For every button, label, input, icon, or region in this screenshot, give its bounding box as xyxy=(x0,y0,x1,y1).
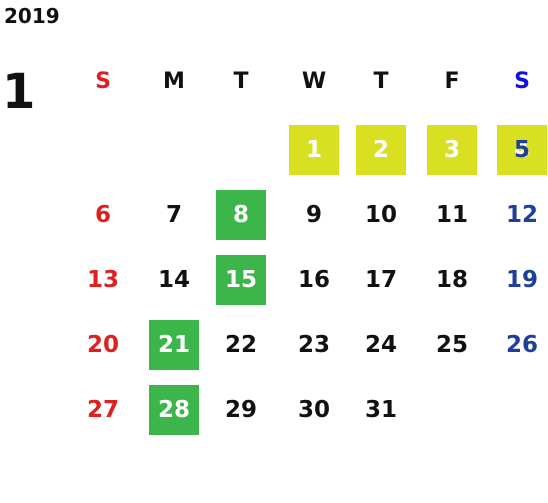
day: 3 xyxy=(427,125,477,175)
day: 18 xyxy=(435,267,468,293)
day: 1 xyxy=(289,125,339,175)
day: 11 xyxy=(435,202,468,228)
weekday: T xyxy=(373,69,389,94)
weekday: T xyxy=(233,69,249,94)
day: 16 xyxy=(297,267,330,293)
day: 22 xyxy=(224,332,257,358)
day: 5 xyxy=(513,137,530,163)
day: 31 xyxy=(364,397,397,423)
day: 14 xyxy=(157,267,190,293)
day: 30 xyxy=(297,397,330,423)
day: 7 xyxy=(165,202,182,228)
year: 2019 xyxy=(4,4,60,28)
day: 17 xyxy=(364,267,397,293)
day: 19 xyxy=(505,267,538,293)
day: 8 xyxy=(216,190,266,240)
day: 9 xyxy=(305,202,322,228)
day: 21 xyxy=(149,320,199,370)
weekday: S xyxy=(95,69,111,94)
weekday: S xyxy=(514,69,530,94)
month: 1 xyxy=(2,64,36,120)
day: 2 xyxy=(356,125,406,175)
day: 24 xyxy=(364,332,397,358)
weekday: F xyxy=(444,69,460,94)
day: 10 xyxy=(364,202,397,228)
day: 26 xyxy=(505,332,538,358)
day: 28 xyxy=(149,385,199,435)
day: 6 xyxy=(94,202,111,228)
day: 23 xyxy=(297,332,330,358)
weekday: M xyxy=(163,69,185,94)
day: 4 xyxy=(497,125,547,175)
day: 25 xyxy=(435,332,468,358)
day: 29 xyxy=(224,397,257,423)
day: 15 xyxy=(216,255,266,305)
day: 12 xyxy=(505,202,538,228)
day: 13 xyxy=(86,267,119,293)
day: 27 xyxy=(86,397,119,423)
day: 20 xyxy=(86,332,119,358)
weekday: W xyxy=(301,69,327,94)
